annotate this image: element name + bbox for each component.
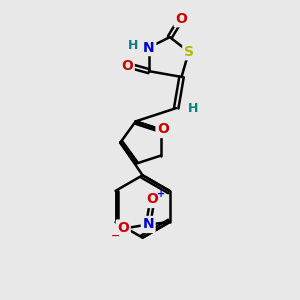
Text: H: H — [128, 39, 139, 52]
Text: O: O — [157, 122, 169, 136]
Text: O: O — [146, 193, 158, 206]
Text: S: S — [184, 45, 194, 59]
Text: N: N — [142, 218, 154, 232]
Text: O: O — [121, 59, 133, 73]
Text: N: N — [143, 40, 155, 55]
Text: H: H — [188, 102, 199, 115]
Text: −: − — [111, 230, 120, 241]
Text: O: O — [175, 12, 187, 26]
Text: O: O — [117, 221, 129, 235]
Text: +: + — [157, 189, 165, 199]
